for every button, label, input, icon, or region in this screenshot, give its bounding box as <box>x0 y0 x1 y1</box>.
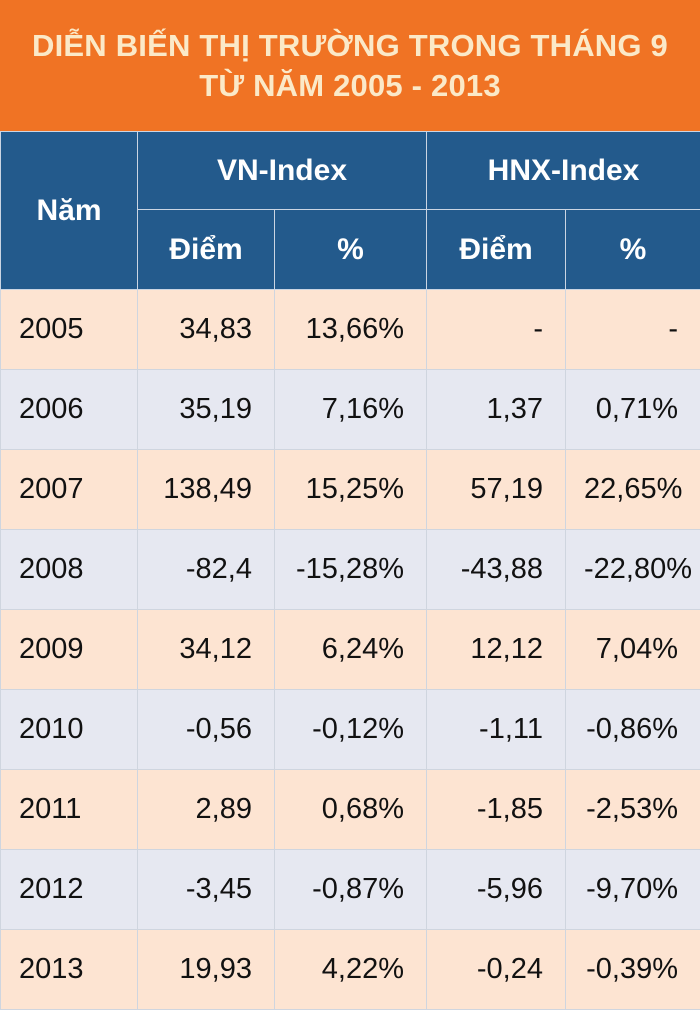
cell-year: 2009 <box>0 609 138 690</box>
cell-hnx-points: 57,19 <box>426 449 566 530</box>
cell-year: 2006 <box>0 369 138 450</box>
cell-vn-points: -82,4 <box>137 529 275 610</box>
header-hnx-percent: % <box>565 209 700 290</box>
title-line-2: TỪ NĂM 2005 - 2013 <box>199 67 501 103</box>
table-row: 2011 2,89 0,68% -1,85 -2,53% <box>0 769 700 850</box>
header-row-2: Điểm % Điểm % <box>1 209 700 290</box>
header-year: Năm <box>0 131 138 290</box>
cell-hnx-percent: 7,04% <box>565 609 700 690</box>
cell-hnx-points: -5,96 <box>426 849 566 930</box>
table-row: 2005 34,83 13,66% - - <box>0 289 700 370</box>
market-table: Năm VN-Index HNX-Index Điểm % Điểm % 200… <box>0 131 700 1010</box>
cell-vn-percent: 13,66% <box>274 289 427 370</box>
table-row: 2012 -3,45 -0,87% -5,96 -9,70% <box>0 849 700 930</box>
cell-vn-points: 35,19 <box>137 369 275 450</box>
cell-vn-points: 19,93 <box>137 929 275 1010</box>
cell-year: 2013 <box>0 929 138 1010</box>
cell-hnx-points: -0,24 <box>426 929 566 1010</box>
table-row: 2013 19,93 4,22% -0,24 -0,39% <box>0 929 700 1010</box>
cell-vn-points: -3,45 <box>137 849 275 930</box>
cell-vn-percent: 7,16% <box>274 369 427 450</box>
cell-year: 2012 <box>0 849 138 930</box>
header-vn-points: Điểm <box>137 209 275 290</box>
cell-hnx-percent: -2,53% <box>565 769 700 850</box>
cell-hnx-points: -43,88 <box>426 529 566 610</box>
cell-hnx-points: 1,37 <box>426 369 566 450</box>
table-title: DIỄN BIẾN THỊ TRƯỜNG TRONG THÁNG 9 TỪ NĂ… <box>0 0 700 131</box>
cell-vn-percent: 4,22% <box>274 929 427 1010</box>
cell-hnx-points: -1,11 <box>426 689 566 770</box>
header-row-1: Năm VN-Index HNX-Index <box>0 131 700 290</box>
header-vn-index: VN-Index <box>137 131 427 210</box>
cell-vn-points: 138,49 <box>137 449 275 530</box>
header-hnx-index: HNX-Index <box>426 131 700 210</box>
table-row: 2006 35,19 7,16% 1,37 0,71% <box>0 369 700 450</box>
cell-vn-points: 34,83 <box>137 289 275 370</box>
cell-vn-percent: 6,24% <box>274 609 427 690</box>
table-row: 2009 34,12 6,24% 12,12 7,04% <box>0 609 700 690</box>
cell-vn-percent: 0,68% <box>274 769 427 850</box>
header-vn-percent: % <box>274 209 427 290</box>
cell-hnx-percent: 22,65% <box>565 449 700 530</box>
cell-year: 2011 <box>0 769 138 850</box>
cell-hnx-percent: 0,71% <box>565 369 700 450</box>
cell-year: 2005 <box>0 289 138 370</box>
cell-vn-points: 2,89 <box>137 769 275 850</box>
title-line-1: DIỄN BIẾN THỊ TRƯỜNG TRONG THÁNG 9 <box>32 27 668 63</box>
cell-vn-percent: -0,87% <box>274 849 427 930</box>
table-row: 2010 -0,56 -0,12% -1,11 -0,86% <box>0 689 700 770</box>
cell-vn-percent: -0,12% <box>274 689 427 770</box>
cell-hnx-points: - <box>426 289 566 370</box>
table-row: 2008 -82,4 -15,28% -43,88 -22,80% <box>0 529 700 610</box>
cell-vn-points: -0,56 <box>137 689 275 770</box>
cell-hnx-percent: -22,80% <box>565 529 700 610</box>
cell-hnx-percent: -0,86% <box>565 689 700 770</box>
cell-vn-percent: 15,25% <box>274 449 427 530</box>
cell-year: 2010 <box>0 689 138 770</box>
cell-hnx-points: 12,12 <box>426 609 566 690</box>
cell-hnx-points: -1,85 <box>426 769 566 850</box>
cell-year: 2008 <box>0 529 138 610</box>
cell-year: 2007 <box>0 449 138 530</box>
cell-vn-points: 34,12 <box>137 609 275 690</box>
cell-vn-percent: -15,28% <box>274 529 427 610</box>
cell-hnx-percent: -0,39% <box>565 929 700 1010</box>
cell-hnx-percent: -9,70% <box>565 849 700 930</box>
header-hnx-points: Điểm <box>426 209 566 290</box>
table-row: 2007 138,49 15,25% 57,19 22,65% <box>0 449 700 530</box>
cell-hnx-percent: - <box>565 289 700 370</box>
